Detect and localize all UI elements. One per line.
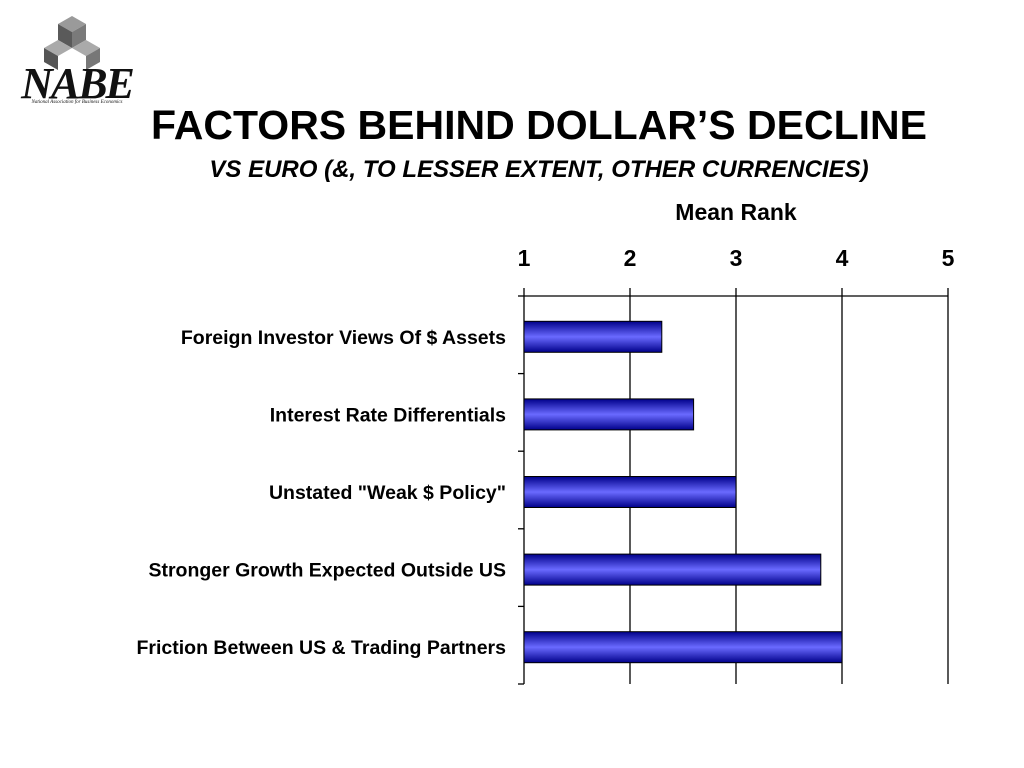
- x-axis-title: Mean Rank: [675, 199, 797, 225]
- page-subtitle: VS EURO (&, TO LESSER EXTENT, OTHER CURR…: [209, 156, 869, 183]
- category-label: Stronger Growth Expected Outside US: [148, 560, 506, 582]
- x-tick-label: 3: [730, 245, 743, 271]
- x-tick-label: 1: [518, 245, 531, 271]
- category-label: Interest Rate Differentials: [270, 404, 506, 426]
- x-tick-label: 2: [624, 245, 637, 271]
- nabe-logo: NABE National Association for Business E…: [14, 14, 135, 110]
- page-title: FACTORS BEHIND DOLLAR’S DECLINE: [151, 102, 927, 148]
- bar: [523, 476, 737, 508]
- x-tick-label: 4: [836, 245, 849, 271]
- category-label: Foreign Investor Views Of $ Assets: [181, 327, 506, 349]
- logo-subtext: National Association for Business Econom…: [31, 100, 123, 105]
- category-label: Friction Between US & Trading Partners: [137, 637, 507, 659]
- bar: [523, 631, 843, 664]
- category-label: Unstated "Weak $ Policy": [269, 482, 506, 504]
- x-tick-label: 5: [942, 245, 955, 271]
- bar: [523, 398, 695, 431]
- logo-wordmark: NABE: [21, 59, 135, 108]
- cube-icon: [44, 16, 100, 70]
- bar: [523, 320, 663, 353]
- bar: [523, 553, 822, 586]
